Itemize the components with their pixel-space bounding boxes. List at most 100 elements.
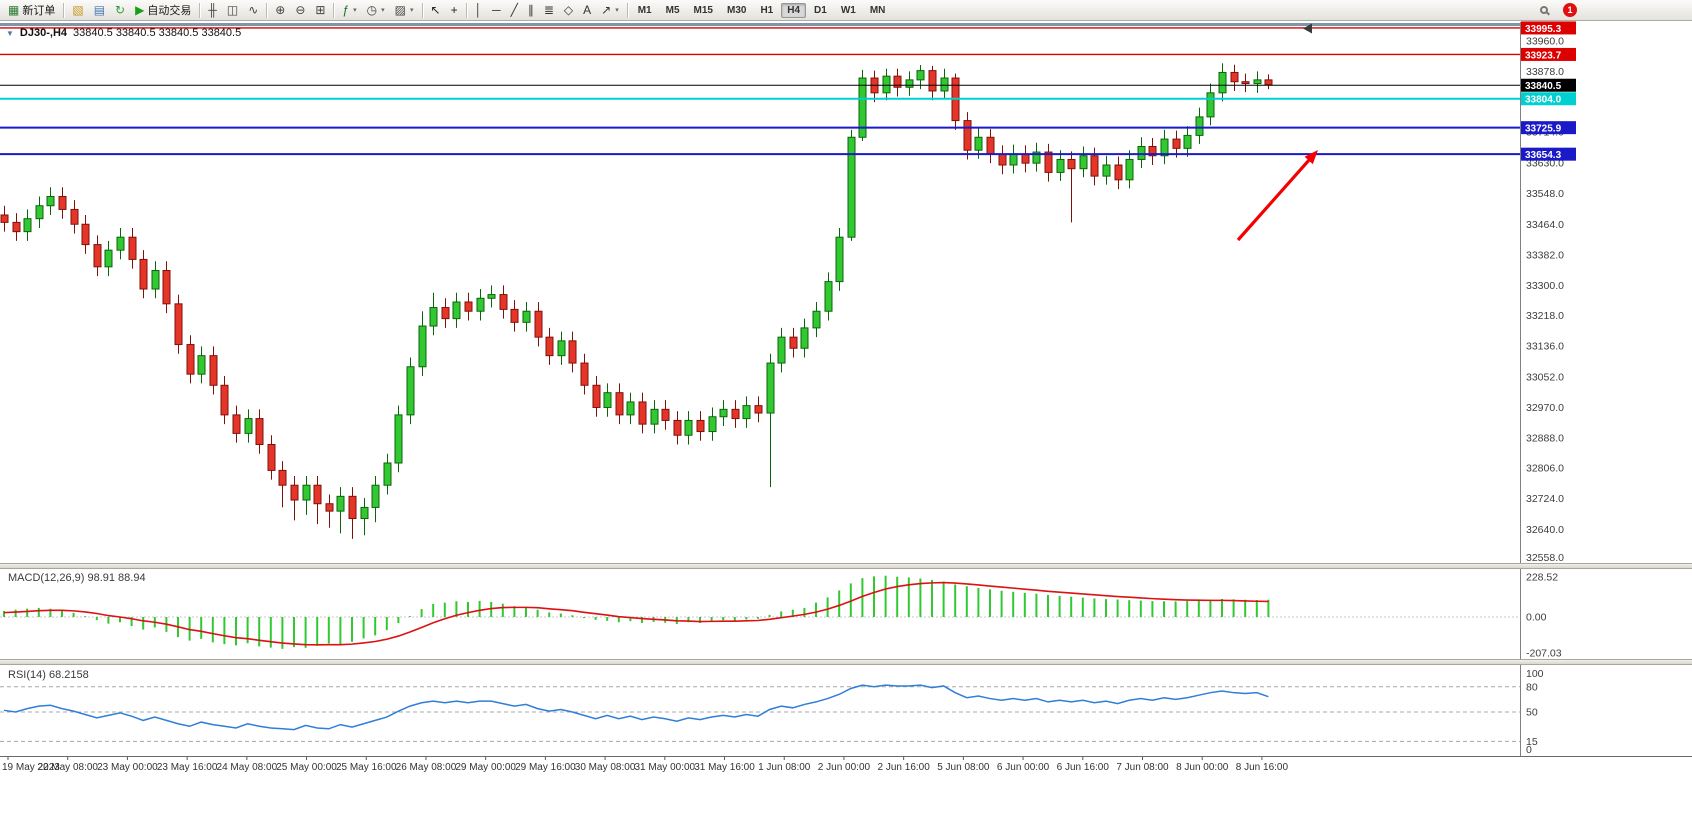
- new-order-button-label: 新订单: [22, 5, 56, 17]
- macd-panel-splitter[interactable]: [0, 563, 1692, 569]
- macd-panel[interactable]: [0, 575, 1520, 649]
- search-icon: [1540, 6, 1548, 14]
- clock-icon: ◷: [366, 3, 378, 17]
- bars-mode-button[interactable]: ╫: [203, 1, 222, 19]
- toolbar-separator: [421, 2, 423, 18]
- autotrading-button[interactable]: ▶ 自动交易: [130, 1, 196, 19]
- rsi-panel[interactable]: [0, 684, 1520, 742]
- tf-d1-button[interactable]: D1: [814, 4, 827, 16]
- time-axis-label: 31 May 16:00: [694, 762, 755, 773]
- tf-h1-button[interactable]: H1: [760, 4, 774, 16]
- autotrading-button-label: 自动交易: [147, 5, 192, 17]
- vertical-line-icon: │: [474, 3, 483, 17]
- macd-axis-label: 0.00: [1526, 612, 1547, 624]
- tf-m5-button[interactable]: M5: [665, 4, 680, 16]
- trend-arrow-annotation[interactable]: [1236, 155, 1314, 242]
- time-axis-label: 8 Jun 00:00: [1176, 762, 1229, 773]
- macd-signal-line: [3, 581, 1269, 646]
- periods-button[interactable]: ◷ ▾: [362, 1, 390, 19]
- tile-windows-button[interactable]: ⊞: [310, 1, 330, 19]
- toolbar-separator: [266, 2, 268, 18]
- rsi-line: [3, 684, 1269, 731]
- search-button[interactable]: [1535, 1, 1553, 19]
- time-axis-label: 23 May 16:00: [157, 762, 218, 773]
- cursor-button[interactable]: ↖: [426, 1, 446, 19]
- rsi-label: RSI(14) 68.2158: [8, 669, 89, 681]
- zoom-in-button[interactable]: ⊕: [270, 1, 290, 19]
- price-axis-label: 32888.0: [1526, 432, 1564, 444]
- main-chart-panel[interactable]: [0, 23, 1520, 539]
- templates-button[interactable]: ▨ ▾: [390, 1, 419, 19]
- time-axis-label: 2 Jun 00:00: [818, 762, 871, 773]
- trendline-tool-button[interactable]: ╱: [506, 1, 523, 19]
- text-tool-button[interactable]: A: [578, 1, 596, 19]
- new-chart-button[interactable]: ▧: [67, 1, 88, 19]
- price-label-box: [1521, 92, 1576, 106]
- tf-m1-button[interactable]: M1: [637, 4, 652, 16]
- ohlc-bars-icon: ╫: [208, 3, 217, 17]
- price-axis-label: 33878.0: [1526, 66, 1564, 78]
- price-label-box-text: 33995.3: [1525, 24, 1562, 35]
- price-label-box: [1521, 121, 1576, 135]
- price-axis-label: 33382.0: [1526, 249, 1564, 261]
- arrows-tool-button[interactable]: ↗ ▾: [596, 1, 624, 19]
- zoom-out-button[interactable]: ⊖: [290, 1, 310, 19]
- time-axis-label: 6 Jun 16:00: [1057, 762, 1110, 773]
- chevron-down-icon: ▾: [381, 7, 385, 14]
- channel-icon: ∥: [527, 3, 534, 17]
- vline-tool-button[interactable]: │: [470, 1, 488, 19]
- profiles-icon: ▤: [93, 3, 106, 17]
- tf-m15-button[interactable]: M15: [693, 4, 713, 16]
- tf-m30-button[interactable]: M30: [726, 4, 747, 16]
- ohlc-quote: 33840.5 33840.5 33840.5 33840.5: [73, 27, 242, 39]
- shapes-tool-button[interactable]: ◇: [559, 1, 578, 19]
- fibonacci-tool-button[interactable]: ≣: [539, 1, 559, 19]
- price-label-box-text: 33725.9: [1525, 124, 1562, 135]
- price-axis[interactable]: 33960.033878.033796.033714.033630.033548…: [1520, 21, 1577, 756]
- time-axis-label: 29 May 16:00: [515, 762, 576, 773]
- price-axis-label: 33548.0: [1526, 188, 1564, 200]
- bid-price-label: [1521, 78, 1576, 92]
- time-axis-label: 7 Jun 08:00: [1116, 762, 1169, 773]
- new-order-button[interactable]: ▦ 新订单: [3, 1, 60, 19]
- hline-tool-button[interactable]: ─: [487, 1, 506, 19]
- crosshair-button[interactable]: +: [446, 1, 463, 19]
- channel-tool-button[interactable]: ∥: [523, 1, 539, 19]
- symbol-period-label: DJ30-,H4: [19, 27, 67, 39]
- one-click-trading-toggle-icon[interactable]: ▼: [6, 28, 14, 38]
- shapes-icon: ◇: [563, 3, 574, 17]
- macd-axis-label: 228.52: [1526, 572, 1558, 584]
- chart-shift-marker-icon[interactable]: [1303, 23, 1312, 34]
- price-axis-label: 33300.0: [1526, 280, 1564, 292]
- text-icon: A: [583, 3, 592, 17]
- toolbar-separator: [465, 2, 467, 18]
- price-axis-label: 32640.0: [1526, 524, 1564, 536]
- trend-arrow-head: [1304, 150, 1318, 165]
- rsi-panel-splitter[interactable]: [0, 659, 1692, 665]
- cursor-icon: ↖: [430, 3, 441, 17]
- rsi-axis-label: 50: [1526, 707, 1538, 719]
- tf-h4-button[interactable]: H4: [781, 2, 807, 18]
- price-label-box: [1521, 47, 1576, 61]
- toolbar-separator: [199, 2, 201, 18]
- line-mode-button[interactable]: ∿: [243, 1, 263, 19]
- time-axis-label: 24 May 08:00: [217, 762, 278, 773]
- horizontal-line-icon: ─: [492, 3, 501, 17]
- indicators-button[interactable]: ƒ ▾: [337, 1, 361, 19]
- candles-mode-button[interactable]: ◫: [222, 1, 243, 19]
- candles-layer: [0, 63, 1273, 539]
- notification-badge[interactable]: 1: [1563, 3, 1577, 17]
- macd-axis-label: -207.03: [1526, 648, 1562, 660]
- time-axis-label: 19 May 2023: [2, 762, 60, 773]
- tf-w1-button[interactable]: W1: [840, 4, 856, 16]
- zoom-out-icon: ⊖: [295, 3, 306, 17]
- toolbar-separator: [333, 2, 335, 18]
- template-icon: ▨: [394, 3, 406, 17]
- trendline-icon: ╱: [510, 3, 518, 17]
- tf-mn-button[interactable]: MN: [869, 4, 886, 16]
- price-axis-label: 33218.0: [1526, 310, 1564, 322]
- profiles-button[interactable]: ▤: [89, 1, 110, 19]
- refresh-button[interactable]: ↻: [110, 1, 130, 19]
